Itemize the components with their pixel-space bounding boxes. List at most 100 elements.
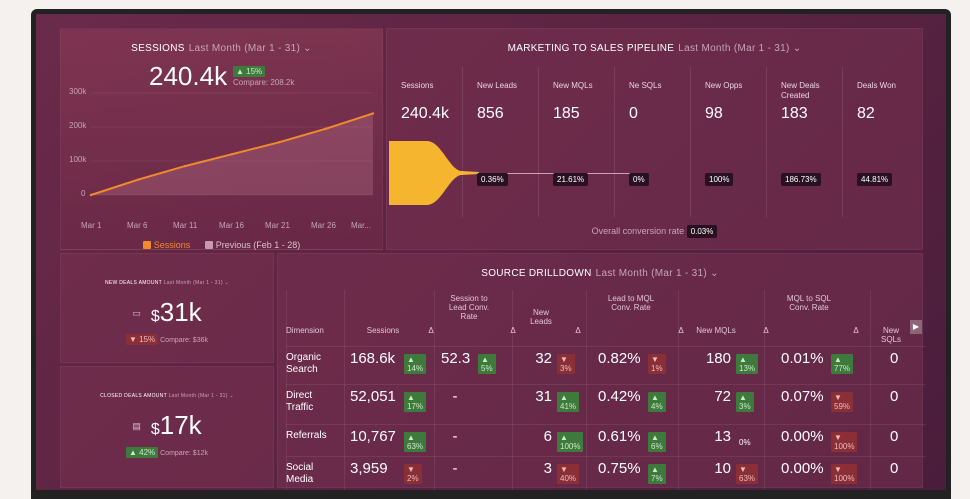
sessions-period-selector[interactable]: Last Month (Mar 1 - 31) ⌄ xyxy=(188,43,312,54)
pipeline-stage-value: 98 xyxy=(705,105,723,122)
pipeline-stage-value: 240.4k xyxy=(401,105,450,122)
pipeline-stage-label: New Deals Created xyxy=(781,81,820,100)
row-new-mqls: 180 xyxy=(705,350,731,367)
x-tick: Mar 1 xyxy=(81,221,102,230)
legend-checkbox-icon[interactable] xyxy=(142,241,151,249)
row-dimension: Referrals xyxy=(286,430,327,441)
column-header[interactable]: Session to Lead Conv. Rate xyxy=(448,294,490,321)
pipeline-stage-label: Deals Won xyxy=(857,81,896,90)
new-deals-value: ▭ $31k xyxy=(61,297,273,328)
column-header[interactable]: New MQLs xyxy=(696,326,736,335)
pipeline-stage-value: 82 xyxy=(857,105,875,122)
row-mql-sql-rate: 0.01% xyxy=(781,350,824,367)
row-new-leads: 31 xyxy=(535,388,552,405)
closed-deals-compare: Compare: $12k xyxy=(160,450,208,457)
x-tick: Mar 26 xyxy=(311,221,336,230)
column-header[interactable]: Δ xyxy=(510,326,516,335)
pipeline-stage-rate: 186.73% xyxy=(781,173,821,186)
sessions-line-chart xyxy=(89,92,375,197)
column-divider xyxy=(512,290,513,490)
pipeline-column: New Opps 98 100% xyxy=(691,67,767,217)
overall-conversion-value: 0.03% xyxy=(686,225,718,238)
column-header[interactable]: Δ xyxy=(428,326,434,335)
closed-deals-panel: CLOSED DEALS AMOUNT Last Month (Mar 1 - … xyxy=(60,366,274,488)
pipeline-stage-label: Ne SQLs xyxy=(629,81,662,90)
delta-badge: ▲ 7% xyxy=(648,464,666,484)
row-dimension: Social Media xyxy=(286,462,314,485)
row-mql-sql-rate: 0.00% xyxy=(781,428,824,445)
column-header[interactable]: New Leads xyxy=(530,308,552,326)
sessions-point[interactable] xyxy=(277,141,281,144)
pipeline-stage-label: New Leads xyxy=(477,81,518,90)
delta-badge: ▲ 100% xyxy=(557,432,584,452)
column-divider xyxy=(586,290,587,490)
sessions-point[interactable] xyxy=(136,178,140,181)
sessions-point[interactable] xyxy=(324,127,328,130)
row-session-lead-rate: - xyxy=(452,460,458,477)
column-divider xyxy=(286,290,287,490)
pipeline-column: Ne SQLs 0 0% xyxy=(615,67,691,217)
closed-deals-compare-row: ▲ 42% Compare: $12k xyxy=(61,447,273,458)
row-divider xyxy=(286,424,926,425)
pipeline-column: New Leads 856 0.36% xyxy=(463,67,539,217)
x-tick: Mar... xyxy=(351,221,372,230)
row-lead-mql-rate: 0.82% xyxy=(598,350,641,367)
row-lead-mql-rate: 0.75% xyxy=(598,460,641,477)
closed-deals-period-selector[interactable]: Last Month (Mar 1 - 31) ⌄ xyxy=(168,393,234,399)
new-deals-period-selector[interactable]: Last Month (Mar 1 - 31) ⌄ xyxy=(163,280,229,286)
new-deals-change-badge: ▼ 15% xyxy=(126,334,159,345)
drilldown-period-selector[interactable]: Last Month (Mar 1 - 31) ⌄ xyxy=(595,268,719,279)
row-new-sqls: 0 xyxy=(890,350,899,367)
pipeline-stage-value: 0 xyxy=(629,105,638,122)
row-session-lead-rate: 52.3 xyxy=(441,350,471,367)
sessions-value: 240.4k xyxy=(149,61,228,91)
delta-badge: ▼ 2% xyxy=(404,464,422,484)
row-divider xyxy=(286,384,926,385)
row-new-mqls: 10 xyxy=(714,460,731,477)
sessions-point[interactable] xyxy=(230,153,234,156)
x-tick: Mar 21 xyxy=(265,221,290,230)
row-session-lead-rate: - xyxy=(452,388,458,405)
sessions-point[interactable] xyxy=(371,112,375,115)
delta-badge: ▲ 13% xyxy=(736,354,759,374)
column-header[interactable]: New SQLs xyxy=(880,326,901,344)
delta-badge: ▼ 63% xyxy=(736,464,759,484)
y-tick: 100k xyxy=(69,155,87,164)
x-tick: Mar 6 xyxy=(127,221,148,230)
pipeline-column: Deals Won 82 44.81% xyxy=(843,67,919,217)
column-header[interactable]: Δ xyxy=(853,326,859,335)
row-new-sqls: 0 xyxy=(890,428,899,445)
pipeline-period-selector[interactable]: Last Month (Mar 1 - 31) ⌄ xyxy=(678,43,802,54)
column-header[interactable]: Δ xyxy=(763,326,769,335)
scroll-right-button[interactable]: ▶ xyxy=(910,320,922,334)
row-new-mqls: 72 xyxy=(714,388,731,405)
pipeline-stage-value: 856 xyxy=(477,105,504,122)
delta-badge: ▲ 6% xyxy=(648,432,666,452)
column-header[interactable]: Δ xyxy=(678,326,684,335)
briefcase-icon: ▭ xyxy=(132,308,141,318)
column-header[interactable]: Δ xyxy=(575,326,581,335)
overall-conversion-label: Overall conversion rate xyxy=(591,226,685,236)
row-new-leads: 6 xyxy=(543,428,552,445)
currency-symbol: $ xyxy=(150,421,160,438)
row-lead-mql-rate: 0.61% xyxy=(598,428,641,445)
x-tick: Mar 16 xyxy=(219,221,244,230)
legend-previous-label: Previous (Feb 1 - 28) xyxy=(215,240,301,250)
legend-checkbox-icon[interactable] xyxy=(204,241,213,249)
column-header[interactable]: Lead to MQL Conv. Rate xyxy=(607,294,655,312)
row-mql-sql-rate: 0.00% xyxy=(781,460,824,477)
source-drilldown-panel: SOURCE DRILLDOWN Last Month (Mar 1 - 31) … xyxy=(277,253,926,490)
column-header[interactable]: MQL to SQL Conv. Rate xyxy=(786,294,832,312)
legend-previous[interactable]: Previous (Feb 1 - 28) xyxy=(204,240,301,250)
column-header[interactable]: Dimension xyxy=(286,326,324,335)
row-session-lead-rate: - xyxy=(452,428,458,445)
row-dimension: Direct Traffic xyxy=(286,390,314,413)
closed-deals-title-text: CLOSED DEALS AMOUNT xyxy=(100,393,167,399)
legend-sessions[interactable]: Sessions xyxy=(142,240,190,250)
sessions-point[interactable] xyxy=(183,164,187,168)
sessions-point[interactable] xyxy=(89,193,93,197)
new-deals-title-text: NEW DEALS AMOUNT xyxy=(105,280,162,286)
pipeline-title-text: MARKETING TO SALES PIPELINE xyxy=(507,43,675,54)
column-divider xyxy=(678,290,679,490)
column-header[interactable]: Sessions xyxy=(366,326,400,335)
